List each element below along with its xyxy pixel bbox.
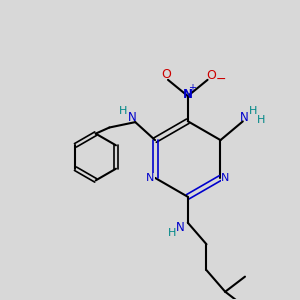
Text: N: N bbox=[183, 88, 193, 101]
Text: N: N bbox=[176, 221, 184, 234]
Text: +: + bbox=[188, 83, 196, 93]
Text: H: H bbox=[118, 106, 127, 116]
Text: O: O bbox=[206, 69, 216, 82]
Text: −: − bbox=[216, 73, 226, 85]
Text: N: N bbox=[240, 111, 249, 124]
Text: H: H bbox=[167, 228, 176, 238]
Text: H: H bbox=[249, 106, 257, 116]
Text: O: O bbox=[161, 68, 171, 81]
Text: N: N bbox=[128, 111, 137, 124]
Text: N: N bbox=[146, 173, 154, 183]
Text: H: H bbox=[256, 115, 265, 124]
Text: N: N bbox=[221, 173, 230, 183]
